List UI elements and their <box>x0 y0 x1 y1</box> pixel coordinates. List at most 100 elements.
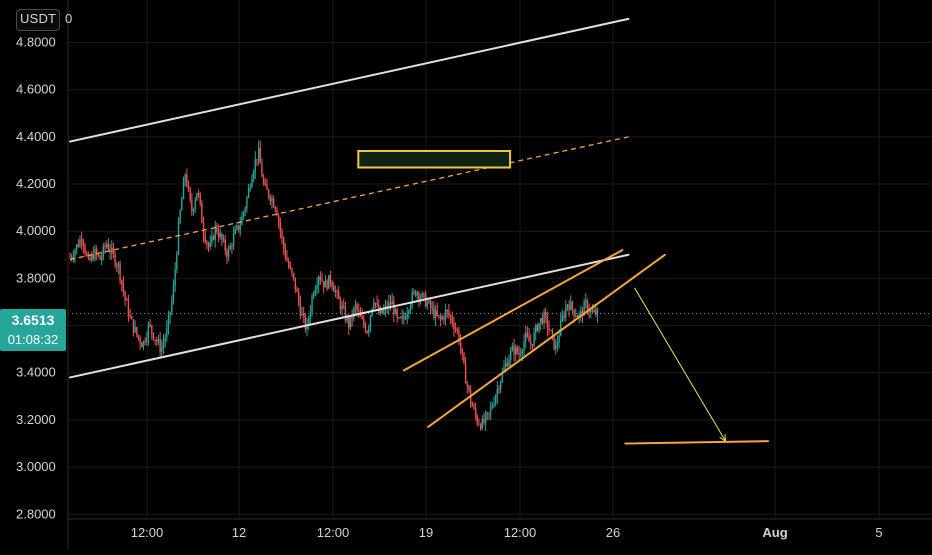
candle[interactable] <box>69 252 71 259</box>
candle[interactable] <box>239 216 241 237</box>
candle[interactable] <box>132 319 135 337</box>
candle[interactable] <box>496 381 499 404</box>
candle[interactable] <box>486 411 489 421</box>
candle[interactable] <box>159 331 161 358</box>
candle[interactable] <box>161 339 163 358</box>
candle[interactable] <box>257 140 260 166</box>
candle[interactable] <box>107 238 110 252</box>
candle[interactable] <box>89 255 91 262</box>
candle[interactable] <box>596 307 599 323</box>
candle[interactable] <box>281 228 283 245</box>
candle[interactable] <box>182 176 185 200</box>
candle[interactable] <box>414 290 417 297</box>
candle[interactable] <box>72 249 75 263</box>
candle[interactable] <box>468 385 470 393</box>
candle[interactable] <box>304 312 307 333</box>
candle[interactable] <box>221 232 223 246</box>
candle[interactable] <box>261 158 263 178</box>
candle[interactable] <box>232 226 235 250</box>
candle[interactable] <box>209 235 211 251</box>
candle[interactable] <box>436 302 438 317</box>
candle[interactable] <box>252 169 255 183</box>
candle[interactable] <box>99 254 101 261</box>
candle[interactable] <box>254 151 256 179</box>
candle[interactable] <box>493 396 495 408</box>
candle[interactable] <box>401 309 403 325</box>
candle[interactable] <box>318 275 320 294</box>
candle[interactable] <box>309 304 312 324</box>
candle[interactable] <box>550 329 552 331</box>
candle[interactable] <box>134 320 136 334</box>
candle[interactable] <box>456 327 458 335</box>
candle[interactable] <box>116 262 118 273</box>
candle[interactable] <box>349 316 352 331</box>
candle[interactable] <box>354 300 357 316</box>
candle[interactable] <box>269 194 272 206</box>
candle[interactable] <box>421 291 423 299</box>
candle[interactable] <box>237 225 240 233</box>
candle[interactable] <box>511 342 514 352</box>
candle[interactable] <box>142 340 145 351</box>
candle[interactable] <box>274 205 277 213</box>
candle[interactable] <box>249 183 251 192</box>
candle[interactable] <box>453 316 455 337</box>
candle[interactable] <box>439 313 442 327</box>
candle[interactable] <box>556 335 559 352</box>
candle[interactable] <box>590 308 592 319</box>
candle[interactable] <box>328 275 330 289</box>
candle[interactable] <box>561 309 564 322</box>
candle[interactable] <box>85 250 88 257</box>
candle[interactable] <box>74 248 76 264</box>
candle[interactable] <box>418 290 420 308</box>
candle[interactable] <box>498 385 500 394</box>
candle[interactable] <box>444 303 447 326</box>
breakdown-target-arrow[interactable] <box>634 287 726 442</box>
candle[interactable] <box>454 322 457 333</box>
candle[interactable] <box>331 280 333 291</box>
candle[interactable] <box>101 251 103 266</box>
candle[interactable] <box>122 276 125 297</box>
candle[interactable] <box>501 367 504 383</box>
candle[interactable] <box>172 279 175 305</box>
candle[interactable] <box>156 336 158 347</box>
candle[interactable] <box>576 314 579 317</box>
candle[interactable] <box>147 321 150 346</box>
candle[interactable] <box>139 335 141 350</box>
candle[interactable] <box>494 394 497 407</box>
candle[interactable] <box>541 312 544 325</box>
candle[interactable] <box>234 225 236 235</box>
candle[interactable] <box>319 271 322 285</box>
candle[interactable] <box>358 303 360 319</box>
candle[interactable] <box>448 303 450 319</box>
candle[interactable] <box>536 323 539 332</box>
rising-wedge-upper[interactable] <box>402 249 624 372</box>
candle[interactable] <box>399 316 402 319</box>
candle[interactable] <box>207 241 210 253</box>
candle[interactable] <box>137 334 140 341</box>
currency-selector[interactable] <box>16 9 60 31</box>
candle[interactable] <box>525 325 527 349</box>
candle[interactable] <box>336 288 338 300</box>
candle[interactable] <box>406 306 408 325</box>
candle[interactable] <box>181 196 183 211</box>
candle[interactable] <box>548 320 550 335</box>
candle[interactable] <box>388 294 390 315</box>
candle[interactable] <box>503 359 505 373</box>
candle[interactable] <box>82 238 85 254</box>
candle[interactable] <box>546 311 549 337</box>
candle[interactable] <box>164 333 166 348</box>
candle[interactable] <box>242 210 245 220</box>
candle[interactable] <box>241 211 243 226</box>
candle[interactable] <box>396 307 398 324</box>
candle[interactable] <box>484 410 487 432</box>
candle[interactable] <box>391 293 393 305</box>
candle[interactable] <box>531 344 534 351</box>
candle[interactable] <box>70 253 73 262</box>
candle[interactable] <box>459 333 462 355</box>
candle[interactable] <box>313 290 315 300</box>
candle[interactable] <box>224 234 226 256</box>
candle[interactable] <box>476 414 478 427</box>
candle[interactable] <box>272 195 275 208</box>
candle[interactable] <box>154 339 156 345</box>
